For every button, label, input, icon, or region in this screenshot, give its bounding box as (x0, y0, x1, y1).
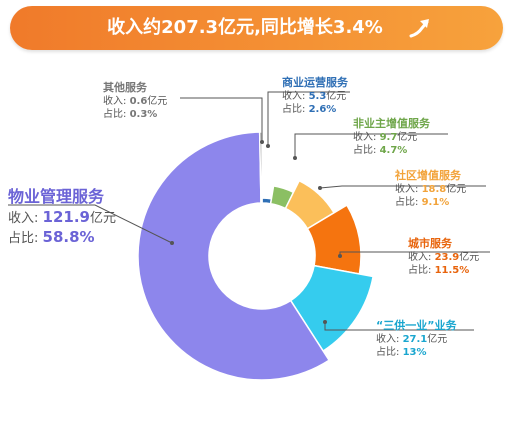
slice-4-label: 城市服务收入: 23.9亿元 占比: 11.5% (408, 236, 479, 277)
slice-2-name: 非业主增值服务 (353, 117, 430, 130)
slice-3-leader-dot (318, 186, 322, 190)
leader-lines (8, 91, 490, 331)
slice-7-share: 占比: 0.3% (103, 109, 158, 120)
slice-1-leader-dot (266, 144, 270, 148)
slice-2-leader-dot (293, 156, 297, 160)
slice-3-label: 社区增值服务 收入: 18.8亿元 占比: 9.1% (395, 168, 466, 209)
slice-5-leader-dot (323, 320, 327, 324)
slice-2-share: 占比: 4.7% (353, 145, 408, 156)
slice-6-wedge (137, 131, 331, 381)
chart-title: 收入约207.3亿元,同比增长3.4% (107, 17, 383, 38)
slice-2-label: 非业主增值服务 收入: 9.7亿元 占比: 4.7% (353, 116, 430, 157)
slice-4-revenue: 收入: 23.9亿元 (408, 252, 480, 263)
slice-1-leader-line (267, 91, 350, 146)
slice-6-revenue: 收入: 121.9亿元 (8, 208, 116, 226)
slice-1-label: 商业运营服务 收入: 5.3亿元 占比: 2.6% (282, 75, 348, 116)
title-banner: 收入约207.3亿元,同比增长3.4% (10, 6, 503, 50)
slice-5-share: 占比: 13% (376, 347, 427, 358)
slice-6-leader-dot (170, 241, 174, 245)
slice-5-revenue: 收入: 27.1亿元 (376, 334, 448, 345)
slice-1-name: 商业运营服务 (282, 76, 348, 89)
slice-3-revenue: 收入: 18.8亿元 (395, 184, 467, 195)
slice-6-share: 占比: 58.8% (8, 228, 95, 246)
slice-4-share: 占比: 11.5% (408, 265, 470, 276)
slice-2-leader-line (294, 133, 448, 158)
slice-1-share: 占比: 2.6% (282, 104, 337, 115)
slice-4-name: 城市服务 (408, 237, 452, 250)
slice-3-share: 占比: 9.1% (395, 197, 450, 208)
slice-7-name: 其他服务 (103, 81, 147, 94)
slice-6-name: 物业管理服务 (8, 187, 105, 206)
trend-up-arrow-icon (409, 19, 429, 38)
slice-3-leader-line (319, 185, 486, 189)
slice-4-leader-dot (338, 254, 342, 258)
slice-2-revenue: 收入: 9.7亿元 (353, 132, 418, 143)
slice-7-wedge (258, 131, 263, 204)
slice-5-name: “三供一业”业务 (376, 319, 457, 332)
slice-1-revenue: 收入: 5.3亿元 (282, 91, 347, 102)
slice-5-label: “三供一业”业务 收入: 27.1亿元 占比: 13% (376, 318, 456, 359)
slice-7-label: 其他服务收入: 0.6亿元 占比: 0.3% (103, 80, 167, 121)
donut-slices (137, 131, 375, 381)
slice-7-revenue: 收入: 0.6亿元 (103, 96, 168, 107)
slice-5-leader-line (324, 322, 474, 331)
slice-6-label: 物业管理服务 收入: 121.9亿元 占比: 58.8% (8, 186, 116, 248)
slice-6-leader-line (8, 204, 173, 244)
slice-7-leader-dot (260, 140, 264, 144)
slice-7-leader-line (180, 97, 263, 142)
slice-3-name: 社区增值服务 (395, 169, 461, 182)
